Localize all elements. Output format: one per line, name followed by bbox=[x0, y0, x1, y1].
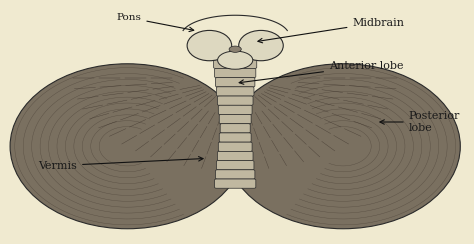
Ellipse shape bbox=[239, 30, 283, 61]
Ellipse shape bbox=[10, 64, 245, 229]
Text: Pons: Pons bbox=[117, 13, 194, 31]
FancyBboxPatch shape bbox=[218, 96, 253, 105]
Ellipse shape bbox=[218, 51, 253, 69]
FancyBboxPatch shape bbox=[216, 170, 255, 179]
FancyBboxPatch shape bbox=[215, 179, 256, 188]
FancyBboxPatch shape bbox=[218, 151, 253, 161]
Ellipse shape bbox=[187, 30, 232, 61]
FancyBboxPatch shape bbox=[214, 59, 257, 68]
Text: Posterior
lobe: Posterior lobe bbox=[380, 111, 460, 133]
FancyBboxPatch shape bbox=[217, 87, 254, 96]
FancyBboxPatch shape bbox=[219, 105, 252, 114]
FancyBboxPatch shape bbox=[215, 68, 256, 78]
FancyBboxPatch shape bbox=[216, 78, 255, 87]
Text: Midbrain: Midbrain bbox=[258, 18, 404, 43]
FancyBboxPatch shape bbox=[217, 161, 254, 170]
FancyBboxPatch shape bbox=[219, 114, 251, 124]
Text: Anterior lobe: Anterior lobe bbox=[239, 61, 403, 84]
Text: Vermis: Vermis bbox=[38, 157, 203, 171]
FancyBboxPatch shape bbox=[219, 133, 251, 142]
FancyBboxPatch shape bbox=[219, 142, 252, 151]
Ellipse shape bbox=[226, 64, 460, 229]
FancyBboxPatch shape bbox=[220, 124, 250, 133]
Circle shape bbox=[229, 46, 241, 52]
